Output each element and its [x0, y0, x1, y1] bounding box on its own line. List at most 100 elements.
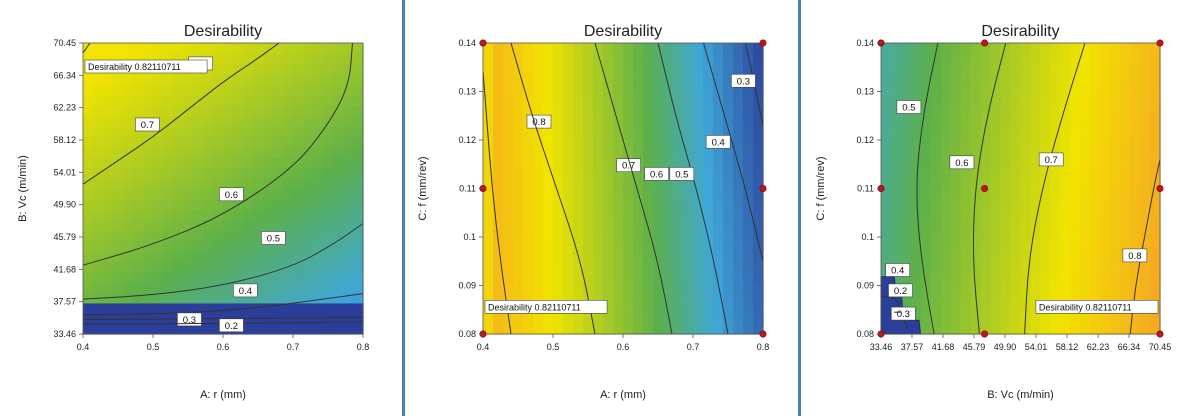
surface-cell	[163, 230, 174, 242]
surface-cell	[1130, 43, 1141, 54]
surface-cell	[193, 178, 204, 190]
surface-cell	[343, 240, 354, 252]
surface-cell	[673, 198, 684, 210]
surface-cell	[733, 115, 744, 127]
surface-cell	[663, 53, 674, 65]
surface-cell	[613, 126, 624, 138]
surface-cell	[1000, 136, 1012, 148]
surface-cell	[743, 282, 754, 294]
surface-cell	[173, 105, 184, 117]
surface-cell	[213, 230, 224, 242]
surface-cell	[960, 313, 972, 325]
x-tick-label: 66.34	[1118, 342, 1141, 352]
surface-cell	[243, 167, 254, 179]
surface-cell	[113, 198, 124, 210]
surface-cell	[313, 230, 324, 242]
surface-cell	[503, 167, 514, 179]
surface-cell	[113, 282, 124, 294]
surface-cell	[553, 105, 564, 117]
surface-cell	[663, 84, 674, 96]
surface-cell	[343, 302, 354, 314]
surface-cell	[743, 198, 754, 210]
surface-cell	[930, 198, 942, 210]
surface-cell	[693, 230, 704, 242]
contour-line-0.2	[82, 321, 364, 325]
surface-cell	[533, 209, 544, 221]
surface-cell	[593, 84, 604, 96]
surface-cell	[183, 53, 194, 65]
surface-cell	[683, 84, 694, 96]
surface-cell	[881, 43, 892, 54]
surface-cell	[353, 136, 364, 148]
surface-cell	[543, 53, 554, 65]
x-axis-label: A: r (mm)	[600, 389, 646, 401]
surface-cell	[213, 250, 224, 262]
surface-cell	[1120, 198, 1131, 210]
surface-cell	[143, 271, 154, 283]
surface-cell	[1010, 136, 1022, 148]
surface-cell	[633, 178, 644, 190]
surface-cell	[623, 146, 634, 158]
surface-cell	[353, 63, 364, 75]
surface-cell	[693, 84, 704, 96]
surface-cell	[653, 63, 664, 75]
surface-cell	[123, 146, 134, 158]
contour-line-0.6	[972, 42, 1007, 335]
surface-cell	[1150, 43, 1161, 54]
surface-cell	[890, 136, 902, 148]
surface-cell	[203, 271, 214, 283]
surface-cell	[1140, 313, 1151, 325]
surface-cell	[673, 43, 684, 54]
surface-cell	[1120, 282, 1131, 294]
surface-cell	[1050, 63, 1061, 75]
surface-cell	[1070, 292, 1081, 304]
surface-cell	[1000, 105, 1012, 117]
surface-cell	[693, 261, 704, 273]
surface-cell	[483, 167, 494, 179]
surface-cell	[890, 230, 902, 242]
surface-cell	[1110, 63, 1121, 75]
surface-cell	[653, 230, 664, 242]
surface-cell	[940, 271, 952, 283]
surface-cell	[900, 115, 912, 127]
surface-cell	[1060, 209, 1071, 221]
surface-cell	[93, 146, 104, 158]
surface-cell	[980, 178, 992, 190]
surface-cell	[753, 198, 764, 210]
surface-cell	[123, 219, 134, 231]
surface-cell	[1120, 313, 1131, 325]
surface-cell	[950, 198, 962, 210]
surface-cell	[1010, 219, 1022, 231]
surface-cell	[603, 323, 614, 335]
surface-cell	[253, 136, 264, 148]
surface-cell	[643, 105, 654, 117]
surface-cell	[1110, 74, 1121, 86]
surface-cell	[1080, 105, 1091, 117]
surface-cell	[523, 250, 534, 262]
surface-cell	[353, 271, 364, 283]
surface-cell	[920, 240, 932, 252]
surface-cell	[733, 240, 744, 252]
surface-cell	[623, 323, 634, 335]
surface-cell	[1020, 178, 1032, 190]
surface-cell	[920, 126, 932, 138]
surface-cell	[153, 94, 164, 106]
surface-cell	[703, 115, 714, 127]
surface-cell	[603, 115, 614, 127]
surface-cell	[203, 94, 214, 106]
surface-cell	[733, 178, 744, 190]
surface-cell	[603, 126, 614, 138]
surface-cell	[1060, 94, 1071, 106]
surface-cell	[133, 146, 144, 158]
surface-cell	[333, 240, 344, 252]
surface-cell	[533, 250, 544, 262]
surface-cell	[93, 43, 104, 54]
surface-cell	[213, 115, 224, 127]
surface-cell	[950, 282, 962, 294]
surface-cell	[193, 198, 204, 210]
surface-cell	[533, 74, 544, 86]
x-tick-label: 58.12	[1056, 342, 1079, 352]
surface-cell	[1050, 94, 1061, 106]
surface-cell	[283, 240, 294, 252]
surface-cell	[683, 219, 694, 231]
